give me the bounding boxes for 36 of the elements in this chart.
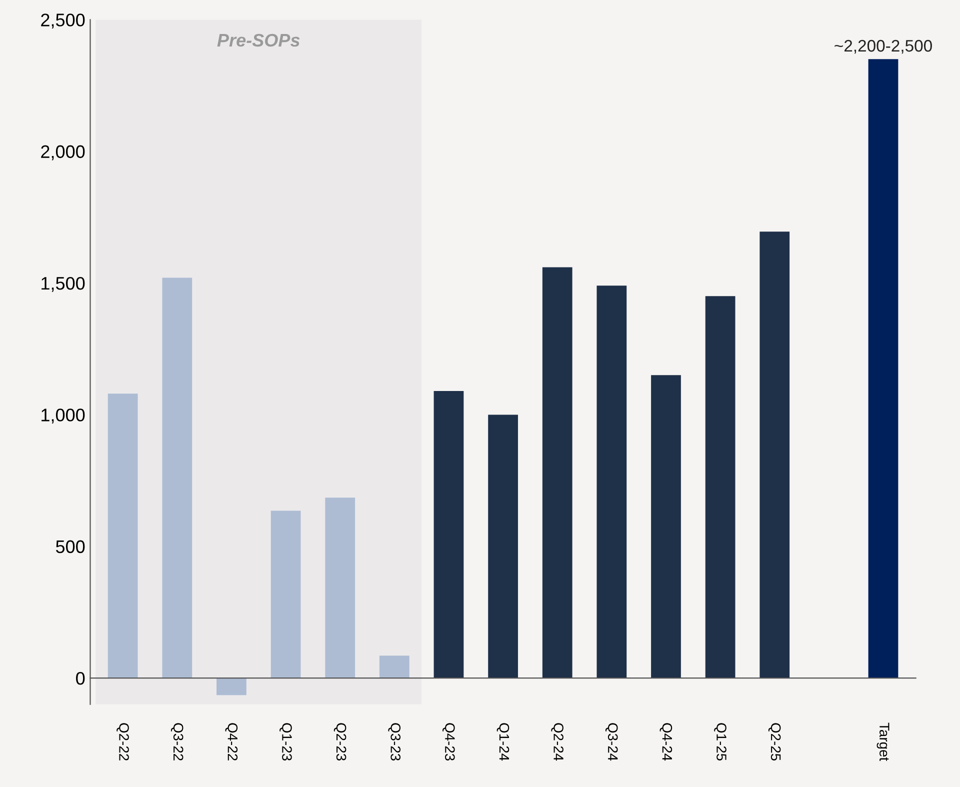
bar bbox=[216, 678, 246, 696]
x-tick-label: Q1-23 bbox=[280, 723, 292, 760]
x-tick-label: Q3-23 bbox=[388, 723, 401, 760]
x-tick-label: Target bbox=[876, 722, 890, 761]
x-tick-label: Q3-24 bbox=[605, 723, 618, 761]
bar bbox=[325, 498, 356, 678]
bar bbox=[705, 296, 736, 678]
bar bbox=[488, 414, 518, 678]
x-tick-label: Q4-24 bbox=[660, 723, 672, 761]
bar bbox=[596, 286, 627, 678]
band-label: Pre-SOPs bbox=[217, 34, 300, 47]
x-tick-label: Q2-22 bbox=[116, 723, 129, 760]
bar bbox=[379, 656, 410, 678]
x-tick-label: Q2-25 bbox=[768, 723, 781, 760]
y-tick-label: 2,000 bbox=[41, 145, 85, 160]
x-tick-label: Q4-22 bbox=[225, 723, 238, 760]
x-tick-label: Q1-24 bbox=[496, 723, 510, 761]
data-label: ~2,200-2,500 bbox=[834, 40, 932, 54]
bar bbox=[542, 267, 572, 678]
bar bbox=[434, 390, 464, 678]
x-tick-label: Q4-23 bbox=[442, 723, 455, 760]
bar bbox=[108, 394, 138, 678]
y-tick-label: 2,500 bbox=[41, 14, 85, 29]
y-tick-label: 500 bbox=[56, 540, 85, 554]
y-tick-label: 0 bbox=[76, 672, 85, 685]
x-tick-label: Q2-23 bbox=[334, 723, 346, 760]
y-tick-label: 1,500 bbox=[42, 276, 85, 292]
x-tick-label: Q3-22 bbox=[170, 723, 184, 760]
bar bbox=[760, 232, 790, 678]
x-tick-label: Q1-25 bbox=[714, 723, 726, 760]
bar bbox=[651, 375, 681, 678]
bar bbox=[868, 59, 898, 678]
bar bbox=[162, 278, 192, 678]
y-tick-label: 1,000 bbox=[42, 408, 85, 424]
bar bbox=[270, 510, 301, 678]
x-tick-label: Q2-24 bbox=[551, 723, 564, 761]
